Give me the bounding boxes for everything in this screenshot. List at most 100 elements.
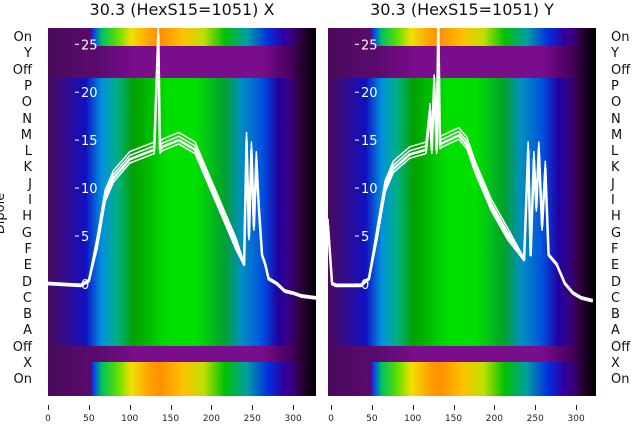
x-tick-label: 150 (161, 414, 180, 424)
row-label: F (24, 241, 32, 257)
band-on-top (328, 28, 596, 46)
x-tick-label: 250 (243, 414, 261, 424)
x-tick-label: 250 (526, 414, 544, 424)
x-tick (252, 405, 254, 410)
row-label: Off (12, 62, 32, 78)
row-label: Y (611, 46, 619, 62)
row-label: O (611, 95, 622, 111)
x-tick-label: 200 (485, 414, 503, 424)
band-dipoles (48, 78, 316, 346)
heatmap-x (48, 28, 316, 396)
series-line (48, 33, 316, 300)
row-label: A (23, 323, 32, 339)
y-tick-label: 20 (81, 86, 98, 101)
row-label: C (22, 290, 32, 306)
x-tick (576, 405, 578, 410)
row-label: N (22, 111, 32, 127)
x-tick-label: 200 (202, 414, 220, 424)
series-line (328, 28, 593, 301)
y-tick-label: 0 (81, 278, 89, 293)
band-dipoles (328, 78, 596, 346)
row-label: E (23, 258, 32, 274)
x-tick-label: 0 (45, 414, 51, 424)
row-label: K (611, 160, 620, 176)
row-label: Off (12, 339, 32, 355)
y-tick-label: 10 (361, 182, 378, 197)
x-tick (331, 405, 332, 410)
row-label: O (21, 95, 32, 111)
row-label: On (611, 372, 630, 388)
x-tick (371, 405, 373, 410)
row-label: H (22, 209, 32, 225)
row-label: G (611, 225, 622, 241)
band-on-bottom (328, 362, 596, 396)
row-label: B (23, 307, 32, 323)
row-label: J (28, 176, 32, 192)
row-label: D (21, 274, 32, 290)
row-label: On (611, 30, 630, 45)
x-tick-label: 300 (284, 414, 302, 424)
panel-title-x: 30.3 (HexS15=1051) X (89, 0, 275, 19)
row-label: P (24, 78, 32, 94)
row-label: L (24, 144, 32, 160)
y-tick-label: 25 (361, 38, 378, 53)
row-label: On (13, 372, 32, 388)
row-label: H (611, 209, 621, 225)
row-label: X (23, 356, 32, 371)
x-tick (170, 405, 172, 410)
band-on-bottom (48, 362, 316, 396)
row-label: Off (611, 339, 631, 355)
y-tick-label: 15 (361, 134, 378, 149)
row-label: X (611, 356, 620, 371)
row-label: C (611, 290, 621, 306)
y-tick-label: 10 (81, 182, 98, 197)
row-label: J (611, 176, 615, 192)
row-label: F (611, 241, 619, 257)
row-label: I (28, 193, 32, 208)
x-tick-label: 300 (567, 414, 585, 424)
band-on-top (48, 28, 316, 46)
row-label: P (611, 78, 619, 94)
x-tick-label: 0 (328, 414, 334, 424)
y-tick-label: 5 (81, 230, 89, 245)
x-tick-label: 50 (366, 414, 378, 424)
row-label: I (611, 193, 615, 208)
overlay-x: 0 5 10 15 20 25 (48, 28, 316, 300)
series-line (328, 28, 593, 303)
x-tick (129, 405, 131, 410)
row-label: G (21, 225, 32, 241)
x-tick-label: 100 (121, 414, 139, 424)
y-tick-label: 20 (361, 86, 378, 101)
row-label: B (611, 307, 620, 323)
row-label: M (611, 127, 623, 143)
row-label: A (611, 323, 620, 339)
x-tick-label: 50 (83, 414, 95, 424)
x-tick-label: 100 (404, 414, 422, 424)
row-label: M (20, 127, 32, 143)
x-tick-label: 150 (444, 414, 463, 424)
x-tick (412, 405, 414, 410)
row-label: E (611, 258, 620, 274)
x-tick (293, 405, 295, 410)
x-tick (211, 405, 213, 410)
series-line (48, 30, 316, 299)
x-tick (494, 405, 496, 410)
overlay-y: 0 5 10 15 20 25 (328, 28, 594, 303)
row-label: N (611, 111, 621, 127)
x-tick (48, 405, 49, 410)
panel-title-y: 30.3 (HexS15=1051) Y (370, 0, 554, 19)
y-tick-label: 5 (361, 230, 369, 245)
row-label: K (23, 160, 32, 176)
row-label: Off (611, 62, 631, 78)
series-line (48, 37, 316, 300)
row-label: On (13, 30, 32, 45)
series-line (48, 28, 316, 298)
x-tick (453, 405, 455, 410)
y-tick-label: 15 (81, 134, 98, 149)
row-label: Y (24, 46, 32, 62)
x-tick (88, 405, 90, 410)
x-tick (535, 405, 537, 410)
y-tick-label: 0 (361, 278, 369, 293)
row-label: D (611, 274, 622, 290)
row-label: L (611, 144, 619, 160)
